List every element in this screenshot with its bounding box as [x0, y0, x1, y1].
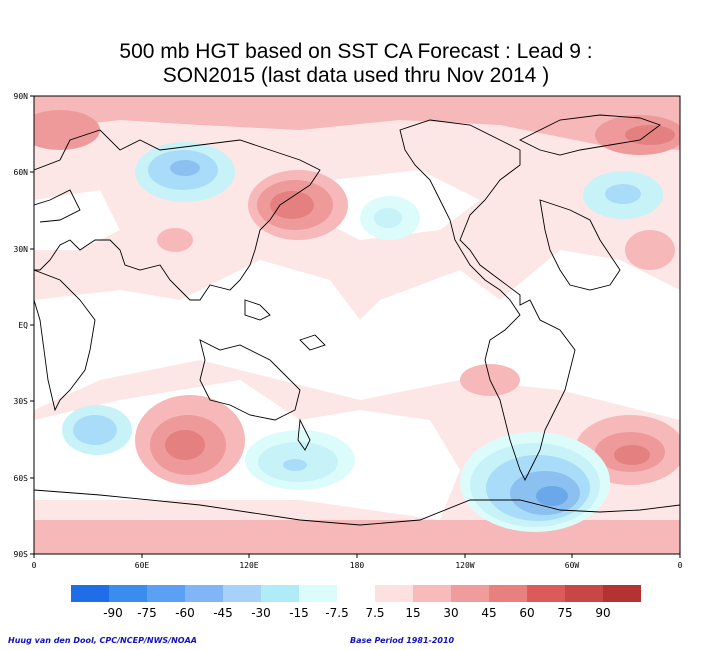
- lat-label: 60N: [14, 168, 29, 177]
- coastlines: [34, 114, 680, 526]
- colorbar-swatch: [223, 585, 261, 602]
- colorbar-label: -90: [103, 606, 123, 620]
- colorbar: [71, 585, 641, 602]
- colorbar-label: 75: [557, 606, 573, 620]
- colorbar-swatch: [451, 585, 489, 602]
- colorbar-label: 60: [519, 606, 535, 620]
- colorbar-swatch: [109, 585, 147, 602]
- lon-label: 60W: [565, 561, 580, 570]
- colorbar-label: -30: [251, 606, 271, 620]
- colorbar-swatch: [71, 585, 109, 602]
- colorbar-swatch: [527, 585, 565, 602]
- colorbar-label: 7.5: [365, 606, 385, 620]
- lon-label: 0: [32, 561, 37, 570]
- colorbar-label: 15: [405, 606, 421, 620]
- colorbar-swatch: [489, 585, 527, 602]
- lat-label: 30S: [14, 397, 29, 406]
- latitude-axis: 90N 60N 30N EQ 30S 60S 90S: [14, 92, 34, 559]
- lat-label: 90N: [14, 92, 29, 101]
- lon-label: 0: [678, 561, 683, 570]
- colorbar-label: -60: [175, 606, 195, 620]
- lat-label: 60S: [14, 474, 29, 483]
- chart-title-line-1: 500 mb HGT based on SST CA Forecast : Le…: [119, 40, 593, 63]
- lat-label: 90S: [14, 550, 29, 559]
- colorbar-swatch: [603, 585, 641, 602]
- colorbar-swatch: [185, 585, 223, 602]
- colorbar-swatch: [299, 585, 337, 602]
- colorbar-label: 45: [481, 606, 497, 620]
- chart-title-line-2: SON2015 (last data used thru Nov 2014 ): [162, 64, 550, 87]
- lon-label: 180: [350, 561, 365, 570]
- lat-label: 30N: [14, 245, 29, 254]
- colorbar-label: -45: [213, 606, 233, 620]
- lon-label: 120W: [455, 561, 474, 570]
- lat-label: EQ: [18, 321, 28, 330]
- anomaly-shading: [34, 96, 680, 554]
- colorbar-swatch: [565, 585, 603, 602]
- colorbar-label: 90: [595, 606, 611, 620]
- lon-label: 120E: [239, 561, 258, 570]
- credit-base-period: Base Period 1981-2010: [350, 636, 455, 645]
- colorbar-label: 30: [443, 606, 459, 620]
- colorbar-swatch: [147, 585, 185, 602]
- lon-label: 60E: [135, 561, 150, 570]
- colorbar-swatch: [337, 585, 375, 602]
- colorbar-label: -15: [289, 606, 309, 620]
- colorbar-label: -75: [137, 606, 157, 620]
- colorbar-swatch: [261, 585, 299, 602]
- longitude-axis: 0 60E 120E 180 120W 60W 0: [32, 554, 683, 570]
- credit-author: Huug van den Dool, CPC/NCEP/NWS/NOAA: [8, 636, 197, 645]
- colorbar-swatch: [375, 585, 413, 602]
- colorbar-label: -7.5: [325, 606, 349, 620]
- colorbar-swatch: [413, 585, 451, 602]
